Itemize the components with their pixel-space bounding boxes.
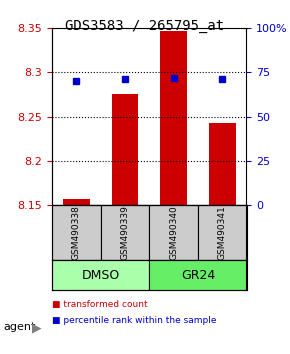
FancyBboxPatch shape	[52, 205, 101, 260]
Bar	[63, 199, 90, 205]
Text: GR24: GR24	[181, 269, 215, 282]
Text: GSM490338: GSM490338	[72, 205, 81, 260]
Text: GSM490341: GSM490341	[218, 205, 227, 260]
Bar	[209, 123, 235, 205]
Text: ▶: ▶	[32, 321, 41, 334]
FancyBboxPatch shape	[149, 205, 198, 260]
Text: ■ transformed count: ■ transformed count	[52, 300, 148, 309]
Text: ■ percentile rank within the sample: ■ percentile rank within the sample	[52, 316, 217, 325]
Text: GSM490339: GSM490339	[121, 205, 130, 260]
Bar	[160, 31, 187, 205]
FancyBboxPatch shape	[52, 260, 149, 290]
Bar	[112, 95, 138, 205]
Text: GSM490340: GSM490340	[169, 205, 178, 260]
Text: DMSO: DMSO	[82, 269, 120, 282]
Text: GDS3583 / 265795_at: GDS3583 / 265795_at	[66, 19, 224, 34]
Text: agent: agent	[3, 322, 35, 332]
FancyBboxPatch shape	[149, 260, 246, 290]
FancyBboxPatch shape	[198, 205, 246, 260]
FancyBboxPatch shape	[101, 205, 149, 260]
